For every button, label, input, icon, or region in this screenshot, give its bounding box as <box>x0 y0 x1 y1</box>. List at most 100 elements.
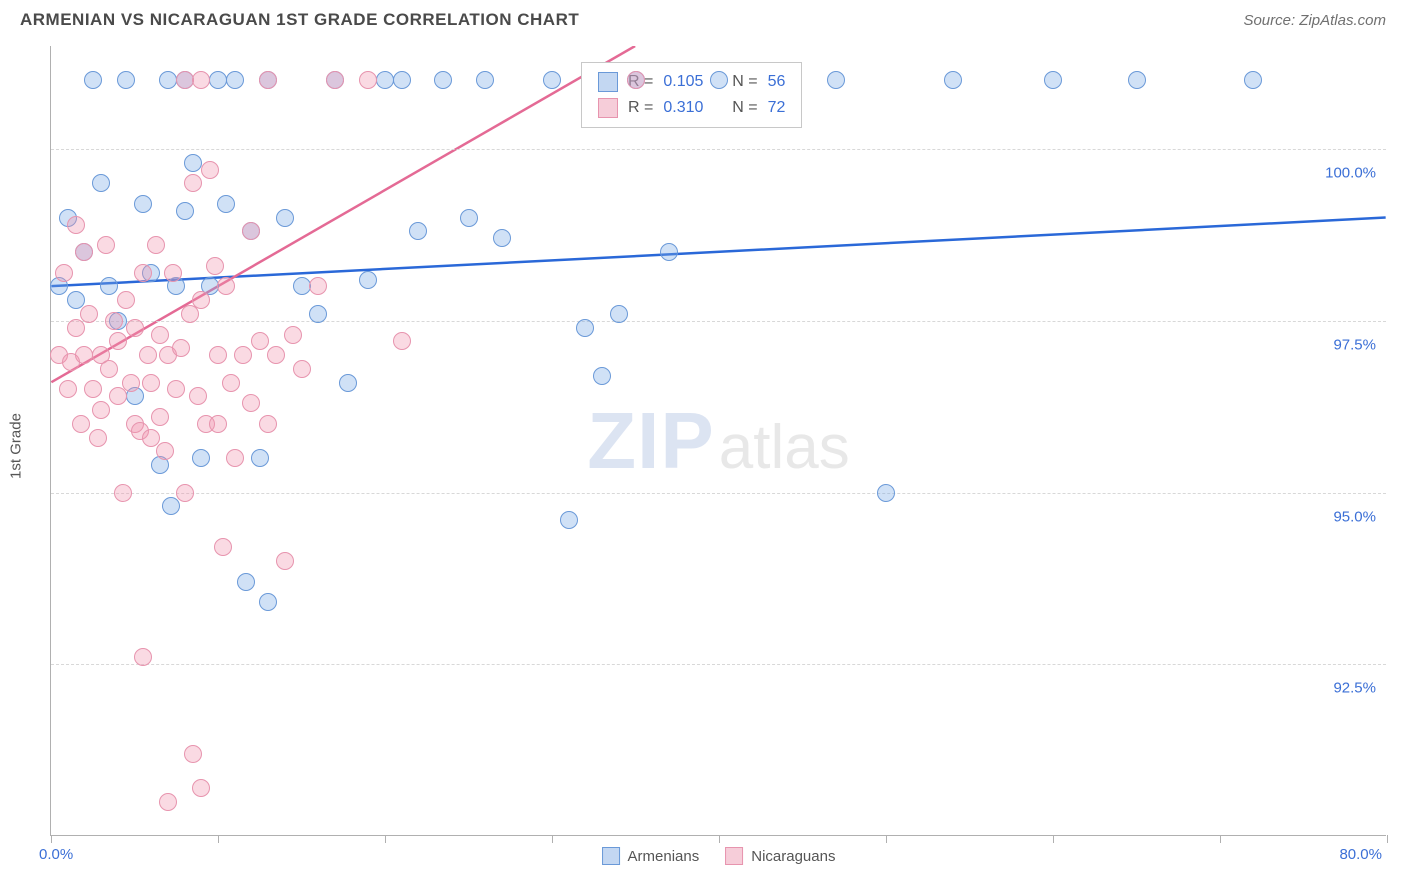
correlation-legend-box: R = 0.105 N = 56 R = 0.310 N = 72 <box>581 62 802 128</box>
n-value-nicaraguans: 72 <box>768 95 786 121</box>
scatter-point-nicaraguans <box>259 415 277 433</box>
scatter-point-armenians <box>359 271 377 289</box>
watermark-zip: ZIP <box>587 395 714 487</box>
scatter-point-armenians <box>176 202 194 220</box>
scatter-point-nicaraguans <box>293 360 311 378</box>
scatter-point-nicaraguans <box>117 291 135 309</box>
scatter-point-armenians <box>409 222 427 240</box>
scatter-point-armenians <box>162 497 180 515</box>
scatter-point-nicaraguans <box>114 484 132 502</box>
legend-square-icon <box>602 847 620 865</box>
scatter-point-nicaraguans <box>126 319 144 337</box>
scatter-point-nicaraguans <box>75 346 93 364</box>
legend-square-icon <box>598 72 618 92</box>
scatter-point-nicaraguans <box>189 387 207 405</box>
scatter-point-armenians <box>376 71 394 89</box>
scatter-point-nicaraguans <box>209 346 227 364</box>
x-axis-min-label: 0.0% <box>39 846 73 863</box>
scatter-point-nicaraguans <box>222 374 240 392</box>
scatter-point-nicaraguans <box>242 394 260 412</box>
legend-square-icon <box>598 98 618 118</box>
scatter-point-nicaraguans <box>627 71 645 89</box>
scatter-point-armenians <box>393 71 411 89</box>
x-tick <box>218 835 219 843</box>
scatter-point-nicaraguans <box>206 257 224 275</box>
scatter-point-armenians <box>159 71 177 89</box>
scatter-point-armenians <box>1128 71 1146 89</box>
scatter-point-armenians <box>543 71 561 89</box>
scatter-point-armenians <box>100 277 118 295</box>
legend-item-nicaraguans: Nicaraguans <box>725 847 835 865</box>
scatter-point-nicaraguans <box>259 71 277 89</box>
legend-square-icon <box>725 847 743 865</box>
scatter-point-nicaraguans <box>67 216 85 234</box>
scatter-point-armenians <box>1244 71 1262 89</box>
scatter-point-nicaraguans <box>139 346 157 364</box>
gridline <box>51 321 1386 322</box>
scatter-point-nicaraguans <box>134 648 152 666</box>
scatter-point-nicaraguans <box>97 236 115 254</box>
scatter-point-nicaraguans <box>184 174 202 192</box>
y-tick-label: 97.5% <box>1333 336 1376 353</box>
correlation-row-nicaraguans: R = 0.310 N = 72 <box>598 95 785 121</box>
scatter-point-armenians <box>117 71 135 89</box>
r-value-nicaraguans: 0.310 <box>663 95 703 121</box>
x-tick <box>1220 835 1221 843</box>
x-tick <box>719 835 720 843</box>
scatter-point-nicaraguans <box>267 346 285 364</box>
scatter-point-nicaraguans <box>151 326 169 344</box>
scatter-point-armenians <box>217 195 235 213</box>
scatter-point-nicaraguans <box>172 339 190 357</box>
x-tick <box>1053 835 1054 843</box>
scatter-point-nicaraguans <box>164 264 182 282</box>
gridline <box>51 493 1386 494</box>
scatter-point-armenians <box>576 319 594 337</box>
scatter-point-nicaraguans <box>109 332 127 350</box>
scatter-point-nicaraguans <box>176 484 194 502</box>
gridline <box>51 149 1386 150</box>
scatter-point-armenians <box>209 71 227 89</box>
scatter-point-nicaraguans <box>92 401 110 419</box>
scatter-point-nicaraguans <box>326 71 344 89</box>
scatter-point-armenians <box>251 449 269 467</box>
y-tick-label: 95.0% <box>1333 508 1376 525</box>
scatter-point-armenians <box>560 511 578 529</box>
legend-label: Armenians <box>628 848 700 865</box>
scatter-point-nicaraguans <box>147 236 165 254</box>
scatter-point-nicaraguans <box>276 552 294 570</box>
scatter-point-nicaraguans <box>100 360 118 378</box>
series-legend: Armenians Nicaraguans <box>602 847 836 865</box>
legend-item-armenians: Armenians <box>602 847 700 865</box>
scatter-point-nicaraguans <box>75 243 93 261</box>
scatter-point-armenians <box>827 71 845 89</box>
scatter-point-nicaraguans <box>80 305 98 323</box>
scatter-point-armenians <box>476 71 494 89</box>
x-axis-max-label: 80.0% <box>1339 846 1382 863</box>
scatter-point-armenians <box>610 305 628 323</box>
scatter-point-nicaraguans <box>142 374 160 392</box>
scatter-point-armenians <box>84 71 102 89</box>
r-value-armenians: 0.105 <box>663 69 703 95</box>
scatter-point-nicaraguans <box>151 408 169 426</box>
scatter-point-nicaraguans <box>234 346 252 364</box>
scatter-point-nicaraguans <box>393 332 411 350</box>
scatter-point-nicaraguans <box>359 71 377 89</box>
scatter-point-armenians <box>460 209 478 227</box>
scatter-point-armenians <box>339 374 357 392</box>
r-label: R = <box>628 95 653 121</box>
scatter-point-nicaraguans <box>209 415 227 433</box>
scatter-point-armenians <box>593 367 611 385</box>
legend-label: Nicaraguans <box>751 848 835 865</box>
scatter-point-armenians <box>92 174 110 192</box>
scatter-point-nicaraguans <box>251 332 269 350</box>
scatter-point-nicaraguans <box>242 222 260 240</box>
scatter-point-armenians <box>259 593 277 611</box>
scatter-point-armenians <box>226 71 244 89</box>
scatter-point-nicaraguans <box>201 161 219 179</box>
scatter-point-nicaraguans <box>159 793 177 811</box>
scatter-point-nicaraguans <box>309 277 327 295</box>
scatter-point-armenians <box>276 209 294 227</box>
scatter-point-nicaraguans <box>109 387 127 405</box>
scatter-point-nicaraguans <box>284 326 302 344</box>
scatter-point-armenians <box>293 277 311 295</box>
